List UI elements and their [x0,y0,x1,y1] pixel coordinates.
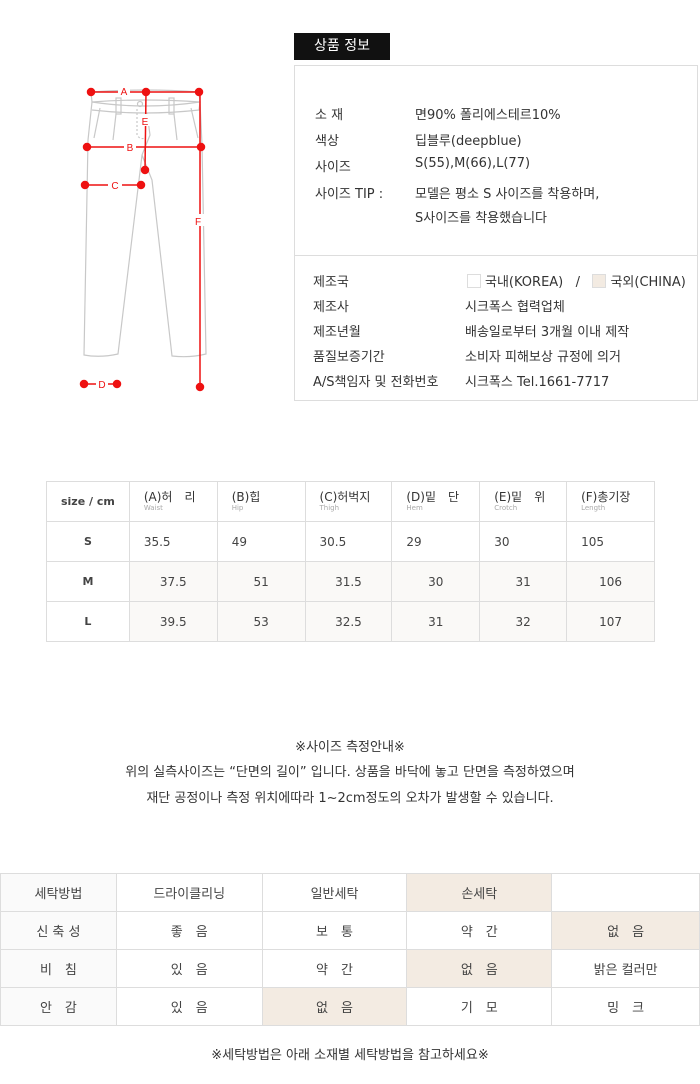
product-spec-box: 소 재 면90% 폴리에스테르10% 색상 딥블루(deepblue) 사이즈 S(5… [294,65,698,256]
wash-option: 약 간 [261,949,408,988]
size-value: 29 [391,521,481,562]
korea-checkbox [467,274,481,288]
china-checkbox [592,274,607,288]
header-cell: (A)허 리 Waist [128,481,218,522]
header-cell: (E)밑 위 Crotch [479,481,568,522]
size-row: S 35.5 49 30.5 29 30 105 [46,521,655,562]
size-value: 30 [391,561,481,602]
size-value: 31 [391,601,481,642]
size-table-header: size / cm (A)허 리 Waist (B)힙 Hip (C)허벅지 Thig… [46,481,655,522]
pants-measurement-diagram: A B C D E F [79,85,207,392]
label-b: B [127,143,134,154]
wash-option: 있 음 [115,987,263,1026]
size-label: S [46,521,130,562]
wash-option: 밍 크 [551,987,700,1026]
label-a: A [121,87,128,98]
wash-option-selected: 없 음 [261,987,408,1026]
wash-option-selected: 없 음 [551,911,700,950]
wash-option: 보 통 [261,911,408,950]
wash-option: 있 음 [115,949,263,988]
size-value: 53 [216,601,306,642]
label-c: C [111,181,118,192]
wash-row-label: 비 침 [0,949,117,988]
size-value: 30 [479,521,568,562]
wash-option: 약 간 [406,911,553,950]
label-e: E [142,117,149,128]
footer-note: ※세탁방법은 아래 소재별 세탁방법을 참고하세요※ [211,1048,489,1063]
wash-row-label: 안 감 [0,987,117,1026]
header-cell: (B)힙 Hip [216,481,306,522]
size-value: 105 [566,521,655,562]
wash-option: 좋 음 [115,911,263,950]
wash-option: 드라이클리닝 [115,873,263,912]
manufacture-info-box: 제조국 국내(KOREA) / 국외(CHINA) 제조사 시크폭스 협력업체 제… [294,255,698,401]
wash-option [551,873,700,912]
header-cell: (D)밑 단 Hem [391,481,481,522]
size-label: M [46,561,130,602]
size-value: 30.5 [304,521,393,562]
wash-option: 일반세탁 [261,873,408,912]
header-cell: (F)총기장 Length [566,481,655,522]
wash-option: 기 모 [406,987,553,1026]
wash-row: 세탁방법 드라이클리닝 일반세탁 손세탁 [0,873,700,912]
wash-option: 밝은 컬러만 [551,949,700,988]
product-info-title: 상품 정보 [294,33,390,60]
size-value: 107 [566,601,655,642]
notice-line-2: 재단 공정이나 측정 위치에따라 1~2cm정도의 오차가 발생할 수 있습니다… [146,791,554,806]
size-row: L 39.5 53 32.5 31 32 107 [46,601,655,642]
size-label: L [46,601,130,642]
label-f: F [195,217,201,228]
wash-row-label: 신 축 성 [0,911,117,950]
size-value: 37.5 [128,561,218,602]
notice-title: ※사이즈 측정안내※ [295,740,405,755]
size-value: 32 [479,601,568,642]
size-value: 32.5 [304,601,393,642]
size-value: 106 [566,561,655,602]
size-value: 35.5 [128,521,218,562]
header-cell: (C)허벅지 Thigh [304,481,393,522]
notice-line-1: 위의 실측사이즈는 “단면의 길이” 입니다. 상품을 바닥에 놓고 단면을 측… [125,765,575,780]
wash-option-selected: 없 음 [406,949,553,988]
size-value: 31 [479,561,568,602]
size-row: M 37.5 51 31.5 30 31 106 [46,561,655,602]
size-value: 39.5 [128,601,218,642]
wash-row-label: 세탁방법 [0,873,117,912]
size-value: 51 [216,561,306,602]
size-table: size / cm (A)허 리 Waist (B)힙 Hip (C)허벅지 Thig… [46,481,655,642]
size-value: 31.5 [304,561,393,602]
wash-option-selected: 손세탁 [406,873,553,912]
size-value: 49 [216,521,306,562]
label-d: D [98,380,105,391]
